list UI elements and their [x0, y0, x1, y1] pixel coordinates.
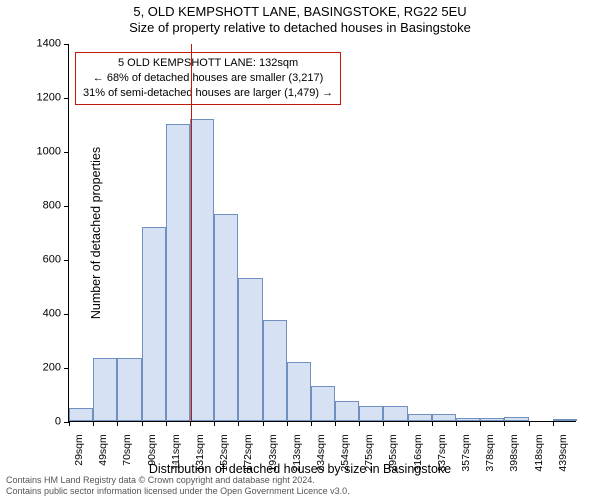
y-tick-label: 800 — [21, 201, 61, 212]
y-tick-label: 1200 — [21, 93, 61, 104]
info-line-1: 5 OLD KEMPSHOTT LANE: 132sqm — [83, 56, 333, 71]
histogram-bar — [311, 386, 335, 421]
histogram-bar — [263, 320, 287, 421]
x-tick-mark — [93, 421, 94, 426]
x-tick-mark — [359, 421, 360, 426]
plot-area: 5 OLD KEMPSHOTT LANE: 132sqm ← 68% of de… — [68, 44, 576, 422]
x-tick-mark — [287, 421, 288, 426]
y-tick-mark — [64, 152, 69, 153]
y-tick-label: 1000 — [21, 147, 61, 158]
y-tick-mark — [64, 260, 69, 261]
x-tick-mark — [142, 421, 143, 426]
histogram-bar — [456, 418, 480, 421]
x-tick-mark — [432, 421, 433, 426]
histogram-bar — [238, 278, 262, 421]
y-tick-label: 0 — [21, 417, 61, 428]
x-tick-mark — [504, 421, 505, 426]
info-line-2: ← 68% of detached houses are smaller (3,… — [83, 71, 333, 86]
x-tick-mark — [408, 421, 409, 426]
histogram-bar — [480, 418, 504, 421]
histogram-bar — [383, 406, 407, 421]
x-tick-mark — [480, 421, 481, 426]
chart-title-line1: 5, OLD KEMPSHOTT LANE, BASINGSTOKE, RG22… — [0, 4, 600, 19]
histogram-bar — [190, 119, 214, 421]
reference-line — [191, 44, 192, 421]
histogram-bar — [287, 362, 311, 421]
x-tick-mark — [311, 421, 312, 426]
x-tick-mark — [166, 421, 167, 426]
histogram-bar — [408, 414, 432, 421]
histogram-bar — [142, 227, 166, 421]
x-tick-mark — [529, 421, 530, 426]
y-tick-label: 1400 — [21, 39, 61, 50]
footer-line-2: Contains public sector information licen… — [6, 486, 350, 497]
y-tick-mark — [64, 314, 69, 315]
histogram-bar — [214, 214, 238, 421]
histogram-bar — [504, 417, 528, 421]
x-tick-mark — [238, 421, 239, 426]
y-tick-mark — [64, 44, 69, 45]
info-box: 5 OLD KEMPSHOTT LANE: 132sqm ← 68% of de… — [75, 52, 341, 105]
x-tick-mark — [69, 421, 70, 426]
y-tick-mark — [64, 206, 69, 207]
histogram-bar — [359, 406, 383, 421]
histogram-bar — [335, 401, 359, 421]
footer-text: Contains HM Land Registry data © Crown c… — [6, 475, 350, 498]
x-tick-mark — [214, 421, 215, 426]
x-tick-mark — [117, 421, 118, 426]
footer-line-1: Contains HM Land Registry data © Crown c… — [6, 475, 350, 486]
x-tick-mark — [383, 421, 384, 426]
histogram-bar — [553, 419, 577, 421]
y-tick-label: 200 — [21, 363, 61, 374]
histogram-bar — [166, 124, 190, 421]
x-tick-mark — [335, 421, 336, 426]
y-tick-label: 600 — [21, 255, 61, 266]
y-tick-mark — [64, 98, 69, 99]
histogram-bar — [69, 408, 93, 422]
x-tick-mark — [263, 421, 264, 426]
histogram-bar — [117, 358, 141, 421]
x-tick-mark — [190, 421, 191, 426]
y-tick-label: 400 — [21, 309, 61, 320]
chart-title-line2: Size of property relative to detached ho… — [0, 20, 600, 35]
x-tick-mark — [456, 421, 457, 426]
y-tick-mark — [64, 368, 69, 369]
histogram-bar — [93, 358, 117, 421]
x-tick-mark — [553, 421, 554, 426]
info-line-3: 31% of semi-detached houses are larger (… — [83, 86, 333, 101]
chart-container: 5, OLD KEMPSHOTT LANE, BASINGSTOKE, RG22… — [0, 0, 600, 500]
histogram-bar — [432, 414, 456, 421]
